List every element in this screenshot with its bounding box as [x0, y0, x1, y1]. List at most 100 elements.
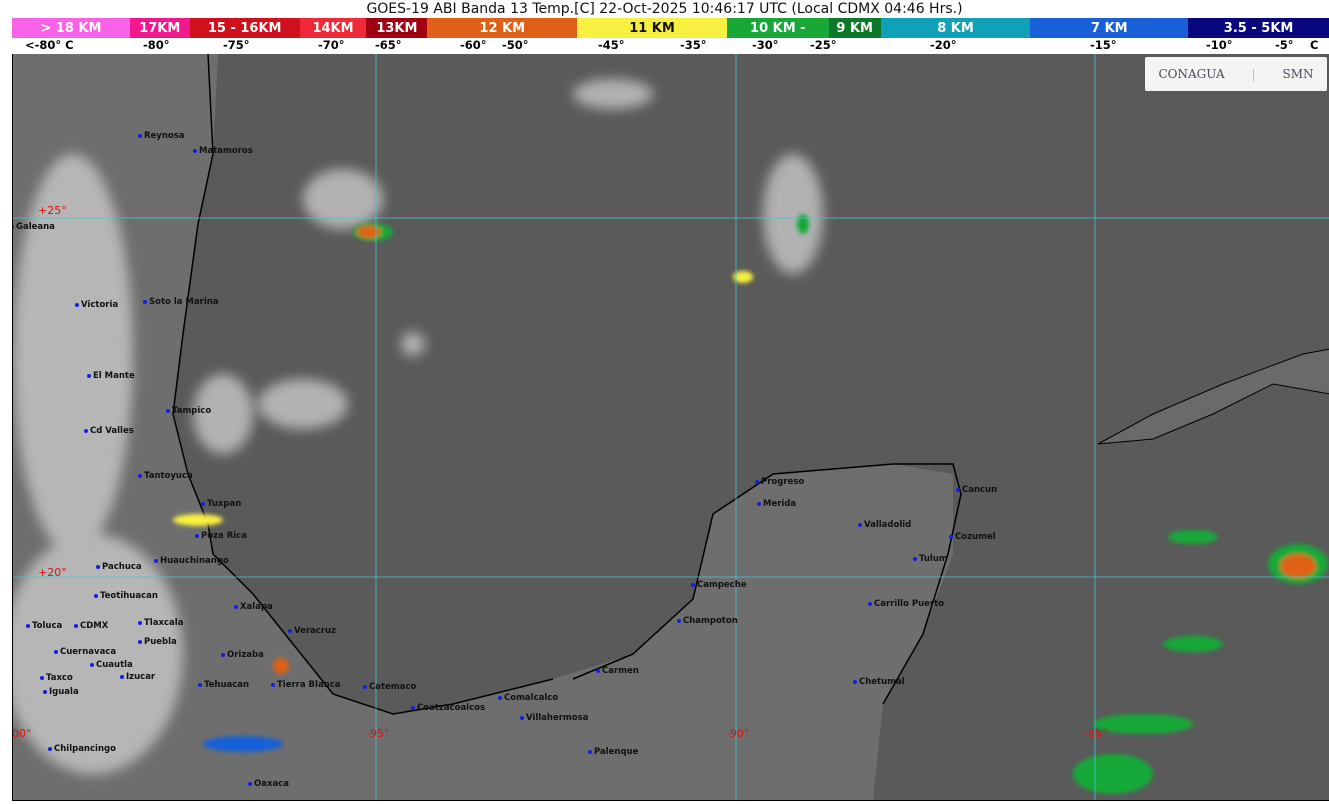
city-label: Catemaco — [363, 682, 416, 692]
city-label: Comalcalco — [498, 693, 558, 703]
city-name: Toluca — [32, 621, 63, 631]
city-marker-icon — [13, 224, 14, 229]
city-marker-icon — [143, 299, 147, 304]
city-marker-icon — [40, 675, 44, 680]
gulf-coast — [172, 54, 554, 715]
city-label: Campeche — [691, 580, 747, 590]
city-marker-icon — [520, 715, 524, 720]
city-marker-icon — [221, 652, 225, 657]
city-name: Orizaba — [227, 650, 264, 660]
city-name: Huauchinango — [160, 556, 229, 566]
city-label: Iguala — [43, 687, 79, 697]
temperature-label: -70° — [318, 38, 345, 52]
temperature-label: -25° — [810, 38, 837, 52]
city-label: Soto la Marina — [143, 297, 219, 307]
city-marker-icon — [956, 487, 960, 492]
city-name: Villahermosa — [526, 713, 589, 723]
city-label: Carrillo Puerto — [868, 599, 944, 609]
cuba — [1097, 348, 1329, 445]
city-name: Tantoyuca — [144, 471, 193, 481]
city-label: CDMX — [74, 621, 108, 631]
city-name: Victoria — [81, 300, 119, 310]
city-label: Huauchinango — [154, 556, 229, 566]
city-marker-icon — [913, 556, 917, 561]
city-label: Toluca — [26, 621, 62, 631]
city-marker-icon — [195, 533, 199, 538]
city-label: Coatzacoalcos — [411, 703, 485, 713]
city-marker-icon — [201, 501, 205, 506]
city-label: Matamoros — [193, 146, 253, 156]
city-marker-icon — [120, 674, 124, 679]
legend-segment: 7 KM — [1030, 18, 1189, 38]
city-label: Cuernavaca — [54, 647, 116, 657]
city-label: Tierra Blanca — [271, 680, 341, 690]
temperature-label: -60° — [460, 38, 487, 52]
legend-segment: > 18 KM — [12, 18, 130, 38]
coordinate-label: -100° — [12, 727, 32, 740]
legend-segment: 3.5 - 5KM — [1188, 18, 1329, 38]
city-label: Chetumal — [853, 677, 905, 687]
legend-segment: 13KM — [366, 18, 428, 38]
city-name: Carmen — [602, 666, 639, 676]
city-marker-icon — [87, 373, 91, 378]
legend-segment: 14KM — [299, 18, 367, 38]
city-name: Teotihuacan — [100, 591, 158, 601]
city-name: Champoton — [683, 616, 738, 626]
city-name: Progreso — [761, 477, 805, 487]
city-marker-icon — [853, 679, 857, 684]
city-name: Tuxpan — [207, 499, 242, 509]
city-label: Oaxaca — [248, 779, 289, 789]
city-label: Veracruz — [288, 626, 336, 636]
city-label: Cd Valles — [84, 426, 134, 436]
city-name: Taxco — [46, 673, 73, 683]
temperature-label: -50° — [502, 38, 529, 52]
city-name: Cozumel — [955, 532, 996, 542]
grid-lines — [13, 54, 1329, 800]
city-name: Xalapa — [240, 602, 273, 612]
logo-divider: | — [1251, 67, 1256, 81]
city-label: Tuxpan — [201, 499, 241, 509]
city-name: Izucar — [126, 672, 156, 682]
city-marker-icon — [198, 682, 202, 687]
mexico-landmass — [13, 54, 953, 800]
temperature-label: -20° — [930, 38, 957, 52]
city-label: Progreso — [755, 477, 804, 487]
city-name: Galeana — [16, 222, 55, 232]
city-name: Catemaco — [369, 682, 417, 692]
legend-segment: 17KM — [129, 18, 190, 38]
city-marker-icon — [48, 746, 52, 751]
city-marker-icon — [248, 781, 252, 786]
temperature-label: -65° — [375, 38, 402, 52]
legend-segment: 11 KM — [577, 18, 727, 38]
city-name: El Mante — [93, 371, 135, 381]
city-marker-icon — [691, 582, 695, 587]
city-marker-icon — [411, 705, 415, 710]
city-name: Soto la Marina — [149, 297, 219, 307]
city-name: Palenque — [594, 747, 639, 757]
city-label: Pachuca — [96, 562, 142, 572]
conagua-logo: CONAGUA — [1158, 67, 1225, 81]
city-name: Chilpancingo — [54, 744, 116, 754]
city-marker-icon — [26, 623, 30, 628]
city-marker-icon — [588, 749, 592, 754]
city-label: El Mante — [87, 371, 135, 381]
city-name: Coatzacoalcos — [417, 703, 486, 713]
coordinate-label: +20° — [38, 566, 67, 579]
coordinate-label: +25° — [38, 204, 67, 217]
city-marker-icon — [43, 689, 47, 694]
temperature-scale: <-80° C -80° -75° -70° -65° -60° -50° -45° -35° -… — [0, 38, 1329, 54]
city-marker-icon — [858, 522, 862, 527]
yucatan-coast — [572, 463, 962, 705]
city-label: Galeana — [13, 222, 55, 232]
city-name: Carrillo Puerto — [874, 599, 945, 609]
city-marker-icon — [949, 534, 953, 539]
legend-segment: 15 - 16KM — [189, 18, 300, 38]
temperature-label: -80° — [143, 38, 170, 52]
city-marker-icon — [193, 148, 197, 153]
city-label: Reynosa — [138, 131, 185, 141]
city-marker-icon — [755, 479, 759, 484]
city-name: Veracruz — [294, 626, 337, 636]
city-marker-icon — [868, 601, 872, 606]
city-label: Tampico — [166, 406, 211, 416]
map-layer — [13, 54, 1329, 800]
